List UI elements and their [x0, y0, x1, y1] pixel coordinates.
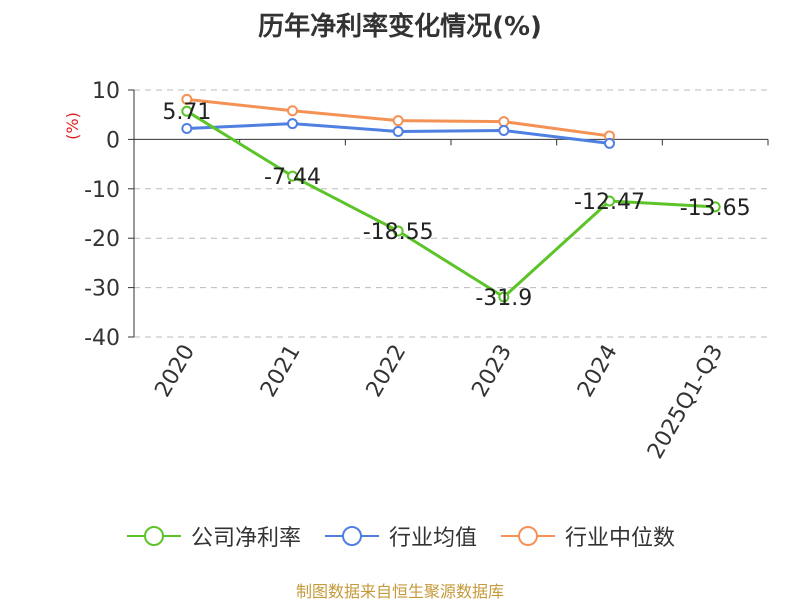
data-point-company [604, 195, 615, 207]
data-label: -7.44 [264, 165, 321, 190]
y-tick-label: -40 [84, 326, 120, 351]
x-tick-label: 2022 [362, 341, 412, 402]
y-tick-label: -10 [84, 178, 120, 203]
legend-label: 公司净利率 [190, 526, 301, 551]
chart-title: 历年净利率变化情况(%) [258, 12, 542, 42]
legend-symbol-icon [126, 526, 181, 546]
data-label: -12.47 [574, 190, 645, 215]
x-tick-label: 2021 [256, 341, 306, 402]
legend-symbol-icon [501, 526, 555, 546]
data-label: -18.55 [363, 220, 434, 245]
legend-label: 行业均值 [388, 526, 477, 551]
data-point-industry_avg [181, 123, 193, 135]
series-line-company [186, 109, 716, 299]
data-point-industry_avg [392, 125, 404, 137]
y-tick-label: -30 [84, 277, 120, 302]
x-tick-label: 2023 [467, 341, 517, 402]
net-margin-line-chart: 10 0 -10 -20 -30 -40 (%) 2020 2021 2022 2023 2024 20… [63, 79, 769, 464]
data-point-company [498, 291, 510, 303]
data-point-industry_median [287, 105, 298, 117]
y-tick-label: 0 [106, 128, 120, 153]
y-tick-label: -20 [84, 227, 120, 252]
data-label: -13.65 [680, 196, 751, 221]
data-point-industry_avg [498, 125, 510, 137]
data-point-industry_avg [604, 137, 615, 149]
source-note: 制图数据来自恒生聚源数据库 [295, 582, 504, 601]
chart-legend: 公司净利率 行业均值 行业中位数 [0, 520, 800, 552]
data-point-industry_median [181, 93, 193, 105]
y-tick-label: 10 [92, 79, 120, 104]
x-tick-label: 2024 [573, 341, 623, 402]
data-point-company [287, 170, 298, 182]
data-point-industry_avg [287, 118, 298, 130]
legend-item-company: 公司净利率 [125, 520, 301, 552]
legend-symbol-icon [324, 526, 379, 546]
x-tick-label: 2020 [150, 341, 200, 402]
data-point-industry_median [498, 116, 510, 128]
data-label: -31.9 [475, 286, 532, 311]
legend-item-industry_avg: 行业均值 [323, 520, 477, 552]
data-point-company [392, 225, 404, 237]
y-axis-unit-label: (%) [63, 112, 82, 140]
data-point-company [709, 201, 721, 213]
legend-label: 行业中位数 [565, 526, 676, 551]
legend-item-industry_median: 行业中位数 [499, 520, 675, 552]
data-label: 5.71 [162, 100, 211, 125]
data-point-company [181, 105, 193, 117]
x-tick-label: 2025Q1-Q3 [643, 341, 728, 464]
data-point-industry_median [392, 115, 404, 127]
